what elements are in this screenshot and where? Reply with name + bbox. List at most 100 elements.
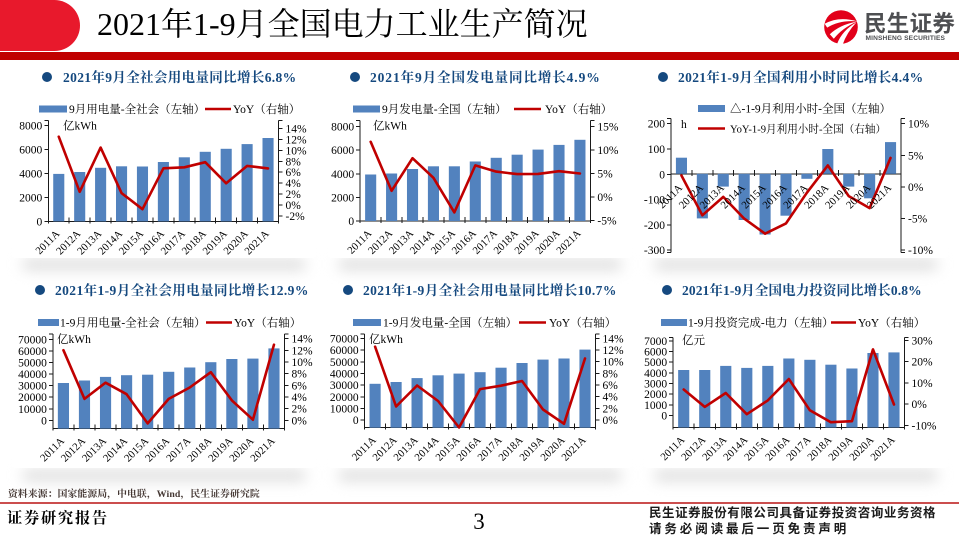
svg-text:亿kWh: 亿kWh	[369, 333, 403, 346]
svg-text:10%: 10%	[912, 378, 934, 390]
svg-text:2000: 2000	[644, 389, 667, 401]
svg-text:亿kWh: 亿kWh	[373, 120, 407, 133]
svg-text:2021年9月全国发电量同比增长4.9%: 2021年9月全国发电量同比增长4.9%	[370, 69, 601, 85]
svg-text:200: 200	[648, 119, 666, 131]
svg-text:1-9月投资完成-电力（左轴）: 1-9月投资完成-电力（左轴）	[688, 316, 834, 330]
svg-text:6%: 6%	[603, 380, 619, 392]
svg-text:-5%: -5%	[908, 214, 928, 226]
svg-text:YoY（右轴）: YoY（右轴）	[234, 316, 301, 330]
svg-text:5000: 5000	[644, 357, 667, 369]
svg-text:2021A: 2021A	[559, 434, 588, 463]
svg-text:2021年9月全社会用电量同比增长6.8%: 2021年9月全社会用电量同比增长6.8%	[63, 69, 296, 85]
svg-text:0%: 0%	[286, 200, 302, 212]
svg-text:20000: 20000	[18, 392, 47, 404]
svg-text:2021A: 2021A	[242, 228, 271, 257]
svg-text:-10%: -10%	[908, 245, 933, 257]
svg-text:-2%: -2%	[286, 211, 306, 223]
svg-text:10%: 10%	[603, 357, 625, 369]
svg-text:亿kWh: 亿kWh	[63, 120, 97, 133]
svg-text:12%: 12%	[603, 345, 625, 357]
svg-text:10%: 10%	[597, 145, 619, 157]
svg-text:6000: 6000	[331, 145, 354, 157]
svg-text:0: 0	[37, 216, 43, 228]
svg-text:1-9月用电量-全社会（左轴）: 1-9月用电量-全社会（左轴）	[60, 316, 206, 330]
svg-text:12%: 12%	[292, 345, 314, 357]
svg-text:亿kWh: 亿kWh	[57, 333, 91, 346]
svg-text:40000: 40000	[330, 369, 359, 381]
svg-text:MINSHENG SECURITIES: MINSHENG SECURITIES	[866, 35, 946, 42]
svg-text:14%: 14%	[286, 124, 308, 136]
svg-text:-200: -200	[644, 220, 665, 232]
svg-text:2%: 2%	[286, 189, 302, 201]
svg-text:50000: 50000	[18, 358, 47, 370]
svg-text:0%: 0%	[908, 182, 924, 194]
svg-text:2000: 2000	[19, 192, 42, 204]
svg-text:2%: 2%	[292, 404, 308, 416]
svg-text:15%: 15%	[597, 122, 619, 134]
svg-text:10000: 10000	[18, 404, 47, 416]
svg-text:6000: 6000	[19, 145, 42, 157]
svg-text:8%: 8%	[292, 369, 308, 381]
svg-text:0%: 0%	[603, 415, 619, 427]
svg-text:14%: 14%	[603, 333, 625, 345]
svg-text:10000: 10000	[330, 404, 359, 416]
svg-text:h: h	[681, 119, 687, 131]
svg-text:6%: 6%	[292, 380, 308, 392]
svg-text:0%: 0%	[597, 192, 613, 204]
svg-text:4000: 4000	[331, 169, 354, 181]
svg-text:100: 100	[648, 144, 666, 156]
svg-text:-100: -100	[644, 195, 665, 207]
svg-text:0: 0	[659, 169, 665, 181]
svg-text:0: 0	[353, 415, 359, 427]
svg-text:0: 0	[661, 410, 667, 422]
svg-text:2021A: 2021A	[554, 228, 583, 257]
svg-text:YoY（右轴）: YoY（右轴）	[858, 316, 925, 330]
svg-text:8%: 8%	[286, 156, 302, 168]
svg-text:YoY（右轴）: YoY（右轴）	[549, 316, 616, 330]
svg-text:1000: 1000	[644, 400, 667, 412]
svg-text:7000: 7000	[644, 336, 667, 348]
svg-text:2%: 2%	[603, 403, 619, 415]
svg-text:70000: 70000	[18, 334, 47, 346]
svg-text:70000: 70000	[330, 334, 359, 346]
svg-text:0%: 0%	[292, 415, 308, 427]
svg-text:9月用电量-全社会（左轴）: 9月用电量-全社会（左轴）	[69, 102, 205, 116]
svg-text:1-9月发电量-全国（左轴）: 1-9月发电量-全国（左轴）	[383, 316, 517, 330]
svg-text:4%: 4%	[292, 392, 308, 404]
svg-text:2021年1-9月全社会用电量同比增长10.7%: 2021年1-9月全社会用电量同比增长10.7%	[363, 282, 617, 298]
svg-text:4000: 4000	[19, 169, 42, 181]
svg-text:2000: 2000	[331, 192, 354, 204]
svg-text:40000: 40000	[18, 369, 47, 381]
svg-text:30000: 30000	[18, 381, 47, 393]
svg-text:60000: 60000	[18, 346, 47, 358]
svg-text:30000: 30000	[330, 380, 359, 392]
svg-text:YoY（右轴）: YoY（右轴）	[545, 102, 612, 116]
svg-text:10%: 10%	[908, 119, 930, 131]
svg-text:3000: 3000	[644, 379, 667, 391]
svg-text:2021年1-9月全社会用电量同比增长12.9%: 2021年1-9月全社会用电量同比增长12.9%	[55, 282, 309, 298]
svg-text:亿元: 亿元	[682, 334, 706, 347]
svg-text:10%: 10%	[286, 145, 308, 157]
svg-text:12%: 12%	[286, 135, 308, 147]
svg-text:10%: 10%	[292, 357, 314, 369]
svg-text:4%: 4%	[286, 178, 302, 190]
svg-text:8000: 8000	[19, 121, 42, 133]
svg-text:0: 0	[41, 415, 47, 427]
svg-text:20000: 20000	[330, 392, 359, 404]
svg-text:4000: 4000	[644, 368, 667, 380]
svg-text:6000: 6000	[644, 347, 667, 359]
svg-text:5%: 5%	[908, 150, 924, 162]
svg-text:2021A: 2021A	[248, 435, 277, 464]
svg-text:8000: 8000	[331, 122, 354, 134]
svg-text:2021年1-9月全国电力投资同比增长0.8%: 2021年1-9月全国电力投资同比增长0.8%	[682, 282, 922, 298]
svg-text:14%: 14%	[292, 334, 314, 346]
svg-text:△-1-9月利用小时-全国（左轴）: △-1-9月利用小时-全国（左轴）	[730, 102, 891, 116]
svg-text:60000: 60000	[330, 345, 359, 357]
svg-text:2021年1-9月全国利用小时同比增长4.4%: 2021年1-9月全国利用小时同比增长4.4%	[678, 69, 923, 85]
svg-text:-10%: -10%	[912, 420, 937, 432]
svg-text:5%: 5%	[597, 168, 613, 180]
svg-text:6%: 6%	[286, 167, 302, 179]
svg-text:-300: -300	[644, 245, 665, 257]
svg-text:50000: 50000	[330, 357, 359, 369]
svg-text:-5%: -5%	[597, 215, 617, 227]
